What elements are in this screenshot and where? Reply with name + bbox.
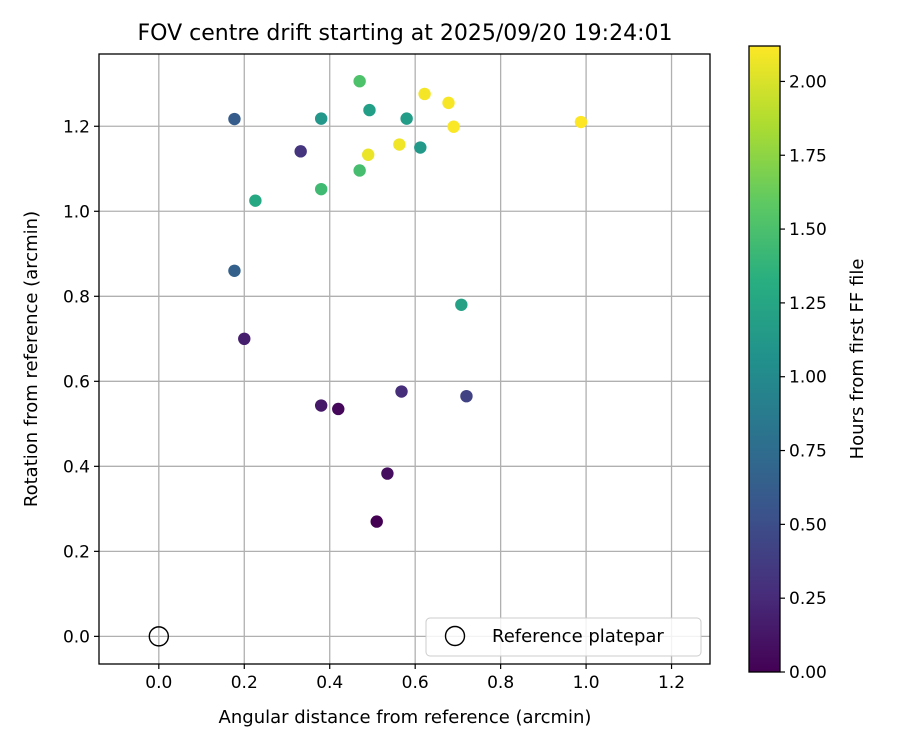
x-tick-label: 0.6 [402,673,429,693]
scatter-point [353,75,366,88]
legend-label: Reference platepar [492,626,664,647]
scatter-point [249,194,262,207]
reference-marker [148,626,170,647]
colorbar-label: Hours from first FF file [847,259,868,460]
scatter-point [363,103,376,117]
y-tick-label: 0.8 [63,287,90,307]
scatter-point [574,115,588,129]
colorbar-tick-label: 0.50 [789,515,827,535]
colorbar-tick-label: 1.00 [789,368,827,388]
x-axis-label: Angular distance from reference (arcmin) [219,707,592,728]
scatter-point [418,87,431,101]
y-tick-label: 1.0 [63,202,90,222]
x-tick-label: 0.2 [231,673,258,693]
scatter-point [361,148,375,161]
scatter-point [353,164,366,177]
x-tick-label: 0.4 [316,673,343,693]
colorbar: 0.00 0.25 0.50 0.75 1.00 1.25 1.50 1.75 2.00 Hou… [748,45,868,683]
scatter-point [228,264,241,277]
scatter-point [314,399,328,412]
y-axis-ticks: 0.0 0.2 0.4 0.6 0.8 1.0 1.2 [63,117,99,647]
scatter-point [294,145,307,158]
colorbar-ticks: 0.00 0.25 0.50 0.75 1.00 1.25 1.50 1.75 2.00 [780,72,827,683]
scatter-point [460,389,473,403]
data-points [228,75,588,528]
scatter-point [314,112,328,125]
colorbar-tick-label: 0.75 [789,442,827,462]
x-tick-label: 0.0 [145,673,172,693]
legend-marker-icon [444,625,466,647]
y-tick-label: 1.2 [63,117,90,137]
scatter-point [442,96,455,110]
scatter-point [381,467,394,480]
colorbar-tick-label: 0.00 [789,663,827,683]
legend-box [425,617,702,657]
y-axis-label: Rotation from reference (arcmin) [21,211,42,507]
y-tick-label: 0.0 [63,627,90,647]
scatter-point [370,515,383,528]
chart-title: FOV centre drift starting at 2025/09/20 … [138,21,673,46]
colorbar-tick-label: 1.25 [789,294,827,314]
scatter-point [314,182,328,196]
y-tick-label: 0.6 [63,372,90,392]
plot-frame [98,53,711,665]
x-tick-label: 1.2 [658,673,685,693]
scatter-point [332,402,345,416]
colorbar-tick-label: 1.50 [789,220,827,240]
scatter-point [238,332,251,346]
scatter-point [228,112,241,126]
y-tick-label: 0.2 [63,542,90,562]
colorbar-gradient [749,46,780,672]
colorbar-tick-label: 1.75 [789,146,827,166]
colorbar-tick-label: 0.25 [789,589,827,609]
x-tick-label: 0.8 [487,673,514,693]
scatter-point [393,138,406,151]
y-tick-label: 0.4 [63,457,90,477]
scatter-point [400,112,413,125]
x-tick-label: 1.0 [573,673,600,693]
colorbar-tick-label: 2.00 [789,72,827,92]
scatter-point [414,141,427,154]
x-axis-ticks: 0.0 0.2 0.4 0.6 0.8 1.0 1.2 [145,664,685,693]
legend: Reference platepar [425,617,702,657]
scatter-point [395,385,408,398]
scatter-point [447,120,460,133]
colorbar-frame [748,45,781,673]
scatter-point [455,298,468,312]
grid [99,54,710,664]
reference-marker-group [148,626,170,647]
